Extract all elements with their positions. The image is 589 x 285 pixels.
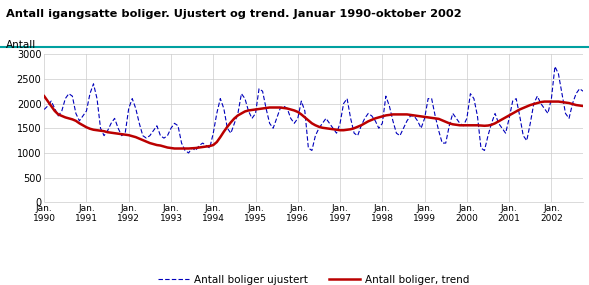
Legend: Antall boliger ujustert, Antall boliger, trend: Antall boliger ujustert, Antall boliger,… — [154, 271, 474, 285]
Antall boliger ujustert — [551, 65, 558, 68]
Line: Antall boliger ujustert: Antall boliger ujustert — [44, 66, 583, 153]
Antall boliger ujustert — [41, 108, 48, 111]
Antall boliger, trend — [231, 117, 238, 120]
Antall boliger ujustert — [231, 122, 238, 125]
Antall boliger, trend — [171, 147, 178, 150]
Line: Antall boliger, trend: Antall boliger, trend — [44, 96, 583, 148]
Antall boliger, trend — [446, 122, 453, 125]
Antall boliger, trend — [580, 104, 587, 108]
Antall boliger, trend — [505, 114, 512, 117]
Antall boliger, trend — [41, 94, 48, 98]
Text: Antall igangsatte boliger. Ujustert og trend. Januar 1990-oktober 2002: Antall igangsatte boliger. Ujustert og t… — [6, 9, 462, 19]
Antall boliger, trend — [485, 124, 492, 127]
Antall boliger ujustert — [234, 112, 241, 115]
Antall boliger, trend — [234, 114, 241, 117]
Antall boliger ujustert — [446, 124, 453, 127]
Antall boliger ujustert — [185, 151, 192, 155]
Antall boliger ujustert — [386, 104, 393, 108]
Antall boliger ujustert — [485, 134, 492, 137]
Antall boliger, trend — [386, 113, 393, 117]
Antall boliger ujustert — [505, 117, 512, 120]
Antall boliger ujustert — [580, 89, 587, 93]
Text: Antall: Antall — [6, 40, 36, 50]
